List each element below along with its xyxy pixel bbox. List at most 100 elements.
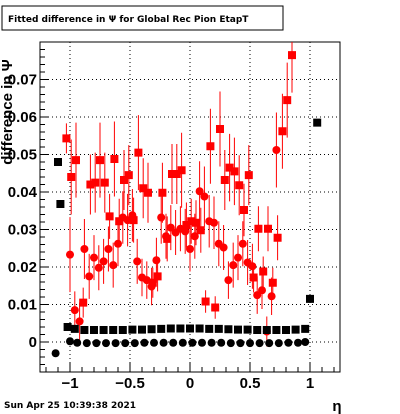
data-point-square bbox=[129, 216, 138, 225]
data-point-circle bbox=[66, 337, 74, 346]
data-point-square bbox=[196, 226, 205, 235]
y-tick-label: 0.05 bbox=[8, 147, 37, 164]
data-point-square bbox=[259, 267, 268, 276]
data-point-square bbox=[211, 303, 220, 312]
data-point-square bbox=[182, 221, 191, 229]
data-point-square bbox=[109, 326, 118, 334]
data-point-circle bbox=[159, 338, 168, 347]
data-point-square bbox=[90, 326, 98, 334]
data-point-circle bbox=[301, 338, 310, 346]
grid bbox=[40, 42, 340, 372]
data-point-square bbox=[264, 224, 272, 233]
data-point-circle bbox=[217, 338, 226, 347]
data-point-circle bbox=[152, 256, 161, 265]
data-point-circle bbox=[210, 218, 218, 227]
data-point-circle bbox=[207, 338, 216, 347]
data-point-circle bbox=[272, 146, 281, 154]
data-point-circle bbox=[190, 232, 199, 241]
y-tick-label: 0.07 bbox=[8, 72, 37, 89]
data-point-square bbox=[206, 142, 215, 151]
data-point-square bbox=[288, 51, 296, 60]
data-point-square bbox=[56, 200, 65, 208]
data-point-circle bbox=[140, 338, 149, 347]
data-point-square bbox=[176, 324, 185, 333]
data-point-square bbox=[195, 324, 204, 333]
data-point-square bbox=[62, 134, 71, 143]
data-point-square bbox=[138, 325, 146, 334]
y-tick-label: 0 bbox=[29, 334, 37, 351]
data-point-circle bbox=[255, 339, 264, 348]
y-tick-label: 0.03 bbox=[8, 222, 37, 239]
y-tick-label: 0.04 bbox=[8, 184, 38, 201]
x-tick-label: 0.5 bbox=[240, 375, 261, 392]
data-point-square bbox=[86, 180, 95, 189]
title-box: Fitted difference in Ψ for Global Rec Pi… bbox=[1, 5, 284, 31]
data-point-square bbox=[157, 324, 166, 333]
data-point-circle bbox=[248, 262, 257, 271]
data-point-circle bbox=[181, 227, 190, 236]
y-tick-label: 0.01 bbox=[8, 297, 37, 314]
data-point-circle bbox=[104, 245, 113, 253]
data-point-square bbox=[306, 294, 314, 303]
data-point-square bbox=[291, 325, 300, 334]
data-point-circle bbox=[92, 339, 101, 348]
data-point-square bbox=[235, 181, 244, 190]
data-point-square bbox=[225, 163, 234, 172]
y-tick-label: 0.02 bbox=[8, 259, 37, 276]
data-point-square bbox=[224, 325, 233, 334]
data-point-circle bbox=[166, 223, 175, 232]
data-point-circle bbox=[253, 291, 262, 300]
data-point-circle bbox=[229, 261, 238, 270]
data-point-square bbox=[278, 127, 287, 136]
x-tick-label: 1 bbox=[306, 375, 314, 392]
data-point-square bbox=[262, 326, 271, 334]
data-point-circle bbox=[294, 338, 302, 347]
data-point-square bbox=[172, 170, 181, 178]
data-point-square bbox=[124, 171, 133, 180]
axes: −1 −0.5 0 0.5 1 0 0.01 0.02 0.03 0.04 0.05 0.06 0.07 bbox=[8, 41, 335, 392]
data-point-square bbox=[244, 171, 253, 180]
data-point-square bbox=[67, 173, 76, 181]
data-point-circle bbox=[142, 276, 151, 285]
data-point-square bbox=[54, 158, 62, 166]
data-point-square bbox=[283, 96, 292, 105]
data-point-circle bbox=[178, 338, 187, 347]
data-point-square bbox=[144, 188, 152, 197]
data-point-circle bbox=[150, 338, 158, 347]
data-point-circle bbox=[274, 339, 283, 348]
data-point-square bbox=[273, 233, 282, 242]
data-point-square bbox=[70, 324, 79, 333]
data-point-circle bbox=[284, 338, 293, 347]
data-point-circle bbox=[265, 339, 274, 348]
data-point-square bbox=[249, 273, 258, 282]
data-point-circle bbox=[157, 213, 166, 222]
data-point-square bbox=[268, 278, 277, 287]
x-axis-title: η bbox=[332, 398, 341, 414]
x-tick-label: −1 bbox=[61, 375, 78, 392]
data-point-circle bbox=[234, 253, 242, 262]
x-tick-label: −0.5 bbox=[115, 375, 145, 392]
data-point-square bbox=[115, 217, 124, 226]
data-point-square bbox=[205, 324, 214, 333]
data-point-circle bbox=[224, 276, 233, 285]
data-point-square bbox=[110, 155, 119, 163]
data-point-circle bbox=[80, 245, 89, 253]
data-point-square bbox=[147, 325, 156, 334]
data-point-circle bbox=[82, 339, 91, 348]
data-point-circle bbox=[73, 338, 82, 347]
data-point-circle bbox=[246, 339, 254, 348]
data-point-circle bbox=[195, 187, 204, 196]
data-point-circle bbox=[102, 339, 110, 348]
data-point-circle bbox=[147, 282, 156, 291]
data-point-circle bbox=[114, 239, 122, 248]
data-point-square bbox=[254, 224, 263, 233]
footer-date: Sun Apr 25 10:39:38 2021 bbox=[4, 401, 136, 411]
data-point-circle bbox=[133, 257, 142, 266]
data-point-square bbox=[96, 156, 104, 165]
data-point-square bbox=[166, 324, 175, 333]
data-point-circle bbox=[258, 286, 266, 295]
data-point-square bbox=[187, 217, 196, 226]
data-point-square bbox=[72, 156, 80, 165]
data-point-square bbox=[240, 206, 248, 214]
